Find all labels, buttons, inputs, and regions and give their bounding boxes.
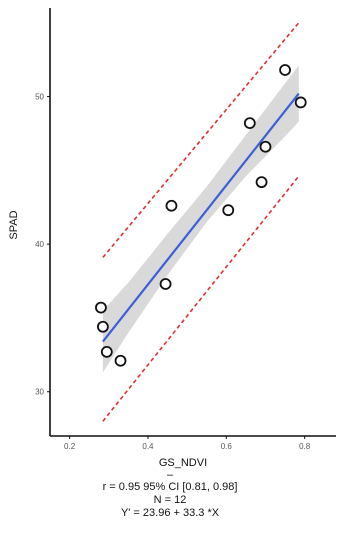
- sample-size-text: N = 12: [153, 494, 187, 506]
- data-point: [259, 140, 272, 153]
- data-points-layer: [95, 64, 307, 367]
- data-point: [114, 354, 127, 367]
- axes-layer: 0.2 0.4 0.6 0.8 30 40 50: [35, 8, 336, 451]
- x-tick-label: 0.8: [299, 442, 311, 451]
- data-point: [294, 96, 307, 109]
- data-point: [100, 345, 113, 358]
- prediction-lower-line: [102, 175, 300, 422]
- data-point: [279, 64, 291, 76]
- scatter-chart: 0.2 0.4 0.6 0.8 30 40 50 GS_NDVI SPAD: [8, 8, 336, 469]
- regression-equation-text: Y' = 23.96 + 33.3 *X: [120, 507, 220, 519]
- data-point: [96, 320, 109, 333]
- x-tick-label: 0.6: [221, 442, 233, 451]
- data-point: [222, 204, 235, 217]
- data-point: [159, 278, 172, 290]
- y-axis-label: SPAD: [8, 210, 20, 239]
- y-tick-label: 30: [35, 388, 44, 397]
- correlation-text: r = 0.95 95% CI [0.81, 0.98]: [102, 481, 238, 493]
- regression-line: [102, 92, 300, 343]
- y-tick-label: 40: [35, 240, 44, 249]
- data-point: [95, 301, 107, 314]
- data-point: [165, 199, 178, 212]
- y-tick-label: 50: [35, 93, 44, 102]
- fit-line-layer: [102, 92, 300, 343]
- data-point: [243, 117, 256, 130]
- x-axis-label: GS_NDVI: [159, 457, 207, 469]
- prediction-upper-line: [102, 22, 300, 258]
- x-tick-label: 0.2: [64, 442, 76, 451]
- x-tick-label: 0.4: [142, 442, 154, 451]
- prediction-bounds-layer: [102, 22, 300, 422]
- stats-dash: –: [166, 469, 174, 481]
- data-point: [255, 176, 268, 189]
